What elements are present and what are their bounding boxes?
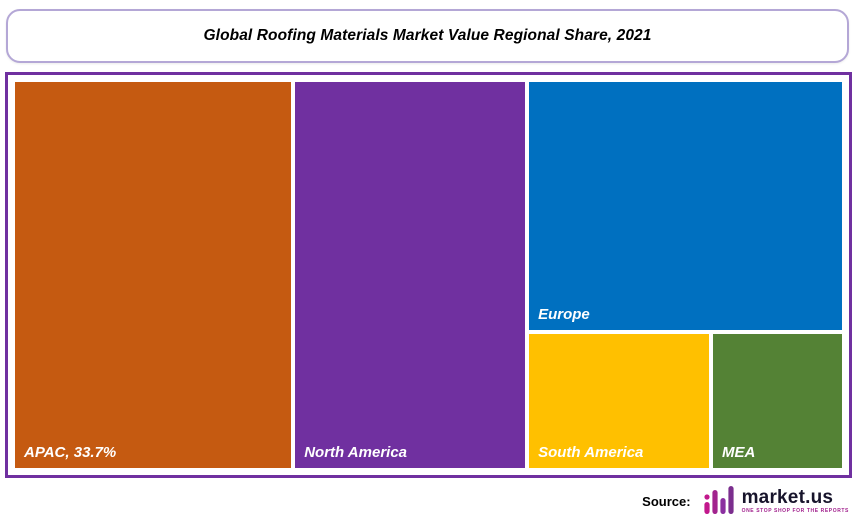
segment-label-north-america: North America [304,444,408,461]
source-label: Source: [642,493,691,509]
brand-text: market.us ONE STOP SHOP FOR THE REPORTS [742,488,849,514]
treemap-bottom-row: South America MEA [529,333,842,468]
treemap-segment-south-america: South America [529,333,709,468]
treemap-frame: APAC, 33.7% North America Europe South A… [5,72,852,478]
segment-label-apac: APAC, 33.7% [24,444,117,461]
treemap-right-column: Europe South America MEA [529,82,842,468]
treemap-segment-north-america: North America [295,82,526,468]
treemap: APAC, 33.7% North America Europe South A… [15,82,842,468]
segment-label-mea: MEA [722,444,756,461]
source-attribution: Source: market.us ONE STOP SHOP FOR THE … [642,479,849,523]
treemap-segment-mea: MEA [713,333,842,468]
brand-logo: market.us ONE STOP SHOP FOR THE REPORTS [703,484,849,518]
treemap-segment-europe: Europe [529,82,842,330]
brand-name: market.us [741,487,834,508]
chart-title-box: Global Roofing Materials Market Value Re… [6,9,849,63]
segment-label-europe: Europe [538,305,590,323]
marketus-logo-icon [703,486,734,514]
brand-tagline: ONE STOP SHOP FOR THE REPORTS [741,508,849,514]
chart-title: Global Roofing Materials Market Value Re… [203,27,652,44]
treemap-segment-apac: APAC, 33.7% [15,82,292,468]
segment-label-south-america: South America [538,444,644,461]
